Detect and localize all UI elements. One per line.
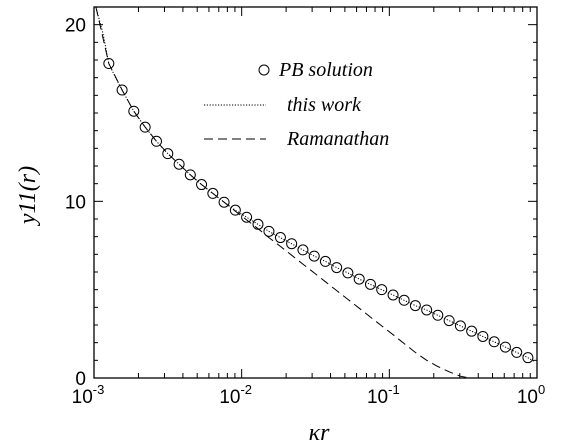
legend-label: Ramanathan [286,128,389,150]
data-point-pb [376,284,388,296]
data-point-pb [331,262,343,274]
data-point-pb [297,244,309,256]
x-axis-label: κr [309,420,331,443]
data-point-pb [274,232,286,244]
x-tick-label: 10-3 [72,382,105,408]
data-point-pb [353,273,365,285]
data-point-pb [241,211,253,223]
data-point-pb [364,278,376,290]
legend: PB solution this work Ramanathan [204,59,389,150]
data-point-pb [252,218,264,230]
y-axis-label-text: y11(r) [15,166,41,226]
axes-layer: 0 10 20 10-3 10-2 10-1 100 [65,6,545,408]
data-point-pb [342,267,354,279]
data-point-pb [432,309,444,321]
data-point-pb [511,346,523,358]
legend-label: PB solution [278,59,373,81]
data-point-pb [409,300,421,312]
x-axis-label-text: κr [309,420,331,443]
data-point-pb [387,289,399,301]
x-tick-label: 100 [517,382,545,408]
data-point-pb [488,336,500,348]
x-tick-label: 10-1 [367,382,400,408]
series-layer [95,6,534,379]
legend-label: this work [287,94,362,116]
data-point-pb [466,325,478,337]
data-point-pb [443,315,455,327]
data-point-pb [319,255,331,267]
series-line-ramanathan [95,6,470,379]
y-tick-label: 10 [65,192,86,213]
legend-marker-pb [258,64,270,76]
y-tick-label: 0 [75,369,86,390]
y-axis-label: y11(r) [15,166,41,226]
x-tick-label: 10-2 [219,382,252,408]
y-tick-label: 20 [65,16,86,37]
data-point-pb [128,105,140,117]
plot-frame [93,6,538,379]
data-point-pb [308,250,320,262]
